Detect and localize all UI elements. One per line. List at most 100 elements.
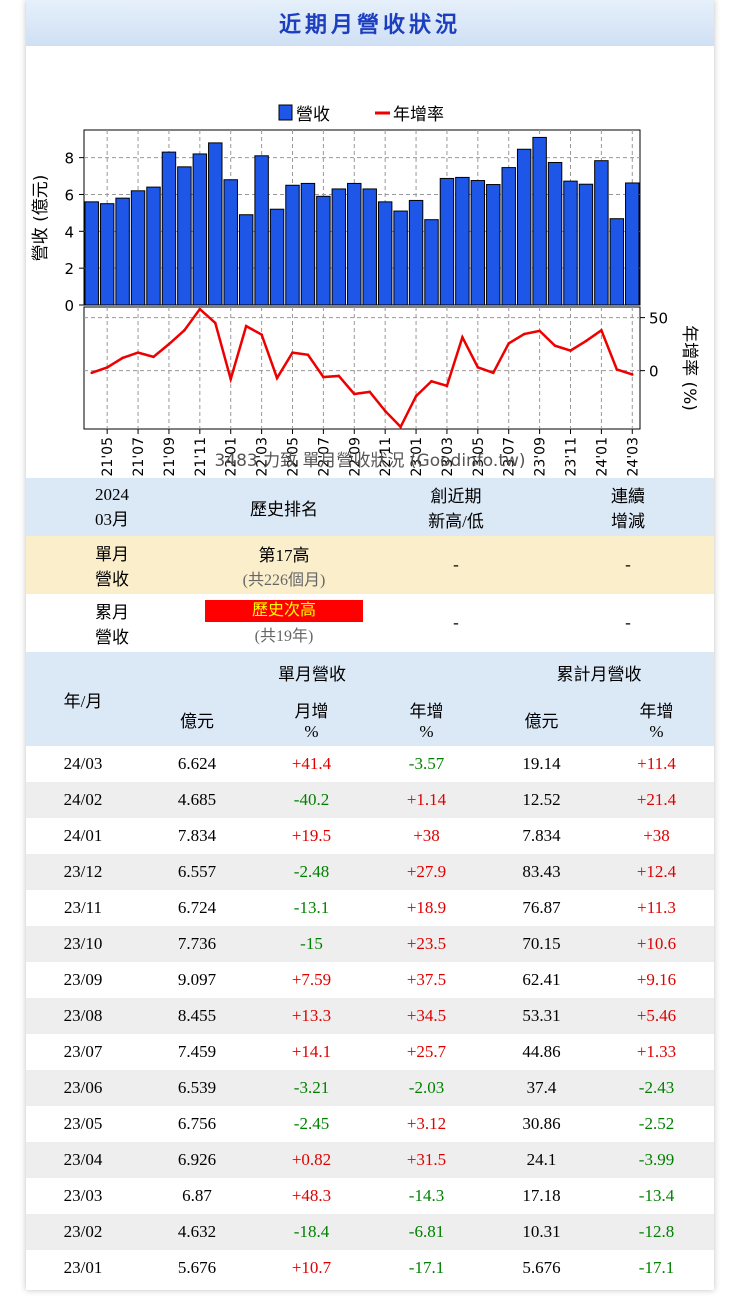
revenue-card: 近期月營收狀況 營收 年增率 0 2 4 6 8 50 0 21'05 21'07 21'09 21…: [26, 0, 714, 1290]
table-row: 23/11 6.724 -13.1 +18.9 76.87 +11.3: [26, 890, 714, 926]
revenue-bar: [208, 142, 223, 306]
cell-yoy: -3.57: [408, 754, 445, 773]
x-tick-label: 24'01: [594, 437, 610, 476]
bar-plot-area: [83, 129, 641, 306]
chart-caption: 3483 力致 單月營收狀況 (Goodinfo.tw): [214, 451, 525, 471]
ranking-single-cont: -: [542, 536, 714, 594]
col-amount-header: 億元: [140, 692, 254, 746]
legend-line-label: 年增率: [393, 105, 444, 125]
cell-yoy: +38: [413, 826, 440, 845]
cell-month: 23/11: [63, 898, 103, 917]
table-row: 23/08 8.455 +13.3 +34.5 53.31 +5.46: [26, 998, 714, 1034]
revenue-bar: [424, 219, 439, 306]
x-tick-label: 23'11: [564, 437, 580, 476]
cell-cum: 30.86: [522, 1114, 561, 1133]
cell-cum-yoy: -13.4: [638, 1186, 675, 1205]
ranking-single-recent: -: [370, 536, 542, 594]
table-row: 24/02 4.685 -40.2 +1.14 12.52 +21.4: [26, 782, 714, 818]
table-row: 23/01 5.676 +10.7 -17.1 5.676 -17.1: [26, 1250, 714, 1286]
cell-cum-yoy: +11.4: [637, 754, 676, 773]
cell-yoy: -2.03: [369, 1070, 484, 1106]
table-row: 23/03 6.87 +48.3 -14.3 17.18 -13.4: [26, 1178, 714, 1214]
left-tick-label: 2: [64, 260, 74, 278]
yoy-point: [229, 377, 233, 381]
revenue-bar: [393, 210, 408, 306]
ranking-month: 03月: [95, 509, 129, 529]
yoy-point: [368, 390, 372, 394]
revenue-bar: [316, 195, 331, 306]
col-yoy-header: 年增%: [369, 692, 484, 746]
ranking-single-total: (共226個月): [242, 571, 326, 589]
yoy-point: [291, 351, 294, 354]
cell-month: 24/02: [26, 782, 140, 818]
table-row: 23/04 6.926 +0.82 +31.5 24.1 -3.99: [26, 1142, 714, 1178]
yoy-point: [306, 353, 310, 357]
yoy-point: [198, 307, 202, 311]
cell-month: 23/01: [63, 1258, 103, 1277]
cell-mom: +48.3: [291, 1186, 332, 1205]
yoy-point: [584, 339, 588, 343]
yoy-point: [414, 394, 418, 398]
x-tick-label: 22'11: [378, 437, 394, 476]
x-tick-label: 22'01: [224, 437, 240, 476]
yoy-point: [445, 384, 449, 388]
cell-mom: +19.5: [291, 826, 332, 845]
left-tick-label: 4: [64, 223, 74, 241]
cell-yoy: +25.7: [406, 1042, 447, 1061]
revenue-bar: [455, 176, 470, 306]
legend-bar-swatch: [278, 104, 293, 121]
yoy-point: [630, 373, 634, 376]
revenue-bar: [501, 167, 516, 306]
card-header: 近期月營收狀況: [26, 0, 714, 46]
cell-rev: 6.624: [177, 754, 217, 773]
cell-rev: 6.557: [140, 854, 254, 890]
x-tick-label: 23'01: [409, 437, 425, 476]
revenue-bar: [300, 182, 316, 306]
table-row: 23/05 6.756 -2.45 +3.12 30.86 -2.52: [26, 1106, 714, 1142]
cell-mom: -3.21: [254, 1070, 369, 1106]
ranking-table: 2024 03月 歷史排名 創近期 新高/低 連續 增減 單月 營收 第17高 (共226…: [26, 478, 714, 652]
table-row: 23/09 9.097 +7.59 +37.5 62.41 +9.16: [26, 962, 714, 998]
ranking-cum-total: (共19年): [254, 628, 314, 645]
ranking-year: 2024: [95, 484, 129, 504]
right-tick-label: 50: [649, 310, 668, 328]
revenue-bar: [254, 155, 269, 306]
ranking-cum-l2: 營收: [95, 628, 129, 647]
ranking-single-l1: 單月: [95, 545, 129, 564]
x-tick-label: 21'07: [131, 437, 147, 476]
yoy-point: [476, 366, 480, 369]
ranking-single-rank: 第17高 (共226個月): [198, 536, 370, 594]
cell-month: 23/03: [63, 1186, 103, 1205]
revenue-bar: [609, 218, 625, 306]
table-row: 24/01 7.834 +19.5 +38 7.834 +38: [26, 818, 714, 854]
revenue-bar: [223, 179, 238, 306]
yoy-point: [383, 409, 387, 413]
left-tick-label: 0: [64, 297, 74, 315]
cell-cum: 53.31: [484, 998, 599, 1034]
col-mom-header-l1: 月增: [294, 701, 329, 721]
revenue-bar: [408, 199, 424, 306]
chart-legend: 營收 年增率: [278, 104, 444, 125]
ranking-col-cont-l1: 連續: [611, 487, 645, 506]
yoy-point: [507, 342, 511, 345]
yoy-point: [352, 392, 356, 396]
cell-mom: +14.1: [291, 1042, 332, 1061]
cell-cum: 5.676: [522, 1258, 561, 1277]
cell-rev: 6.926: [140, 1142, 254, 1178]
cell-cum: 12.52: [484, 782, 599, 818]
table-row: 23/02 4.632 -18.4 -6.81 10.31 -12.8: [26, 1214, 714, 1250]
cell-yoy: +23.5: [369, 926, 484, 962]
ranking-cum-recent: -: [370, 594, 542, 652]
cell-mom: +0.82: [254, 1142, 369, 1178]
cell-cum-yoy: +1.33: [636, 1042, 677, 1061]
cell-rev: 9.097: [177, 970, 217, 989]
yoy-point: [213, 321, 217, 325]
cell-month: 24/01: [63, 826, 103, 845]
yoy-point: [121, 356, 124, 360]
cell-cum-yoy: +5.46: [599, 998, 714, 1034]
card-title: 近期月營收狀況: [278, 13, 461, 38]
cell-rev: 4.632: [140, 1214, 254, 1250]
table-row: 23/10 7.736 -15 +23.5 70.15 +10.6: [26, 926, 714, 962]
revenue-bar: [238, 214, 254, 306]
cell-yoy: +27.9: [369, 854, 484, 890]
